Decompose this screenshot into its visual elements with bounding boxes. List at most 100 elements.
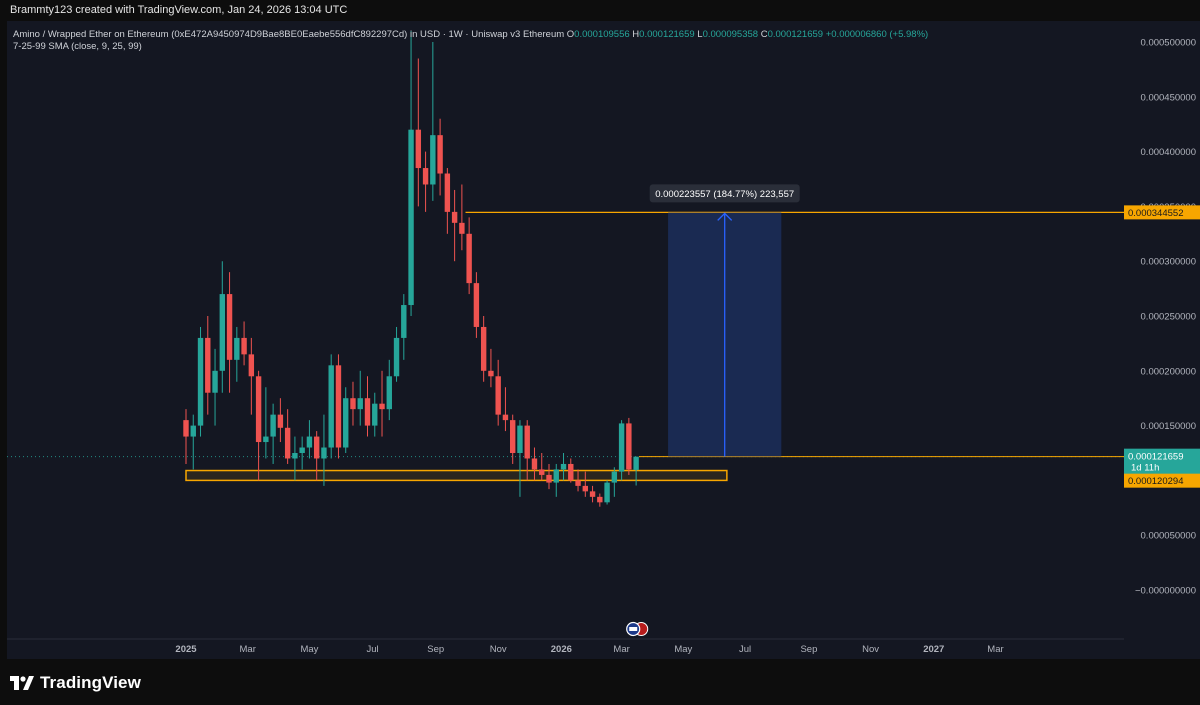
candle <box>183 409 189 464</box>
candle-body <box>626 423 632 470</box>
candle <box>219 261 225 393</box>
candle <box>212 348 218 426</box>
level-price-tag-bg <box>1124 205 1200 220</box>
price-scale[interactable]: 0.0005000000.0004500000.0004000000.00035… <box>1124 21 1200 659</box>
y-tick-label: 0.000300000 <box>1141 257 1196 268</box>
candle-body <box>219 294 225 371</box>
series-legend: Amino / Wrapped Ether on Ethereum (0xE47… <box>13 28 928 41</box>
candle <box>539 453 545 481</box>
candle <box>597 493 603 507</box>
footer-brand[interactable]: TradingView <box>10 672 141 694</box>
candle <box>568 458 574 483</box>
y-tick-label: 0.000500000 <box>1141 38 1196 49</box>
y-tick-label: 0.000050000 <box>1141 531 1196 542</box>
candle-body <box>401 305 407 338</box>
candle <box>633 456 639 486</box>
candle <box>524 420 530 481</box>
candle-body <box>277 414 284 428</box>
candle <box>306 420 313 459</box>
candle <box>313 431 320 481</box>
y-tick-label: −0.000000000 <box>1135 586 1196 597</box>
candle <box>444 168 451 234</box>
candle-body <box>524 425 530 459</box>
candle <box>190 414 196 470</box>
candle <box>205 316 211 415</box>
candle-body <box>611 471 618 483</box>
tradingview-logo-icon <box>10 676 34 690</box>
level-price-tag: 0.000120294 <box>1124 473 1200 488</box>
level-price-tag: 0.000344552 <box>1124 205 1200 220</box>
candle <box>255 370 262 481</box>
candle-body <box>357 398 363 410</box>
candle-body <box>575 480 581 486</box>
candle <box>299 436 305 470</box>
candle <box>364 376 371 437</box>
candlestick-chart[interactable]: 2025 Mar May Jul Sep Nov 2026 Mar May Jul Sep Nov 20… <box>7 21 1124 659</box>
high-value: 0.000121659 <box>639 29 695 40</box>
y-tick-label: 0.000200000 <box>1141 366 1196 377</box>
x-tick-label: Sep <box>427 644 444 655</box>
candle-body <box>299 447 305 453</box>
candle-body <box>372 403 378 426</box>
high-key: H <box>632 29 640 40</box>
last-price-countdown: 1d 11h <box>1131 463 1159 474</box>
measure-label: 0.000223557 (184.77%) 223,557 <box>655 189 794 200</box>
candle <box>575 469 581 492</box>
indicator-legend[interactable]: 7-25-99 SMA (close, 9, 25, 99) <box>13 41 142 52</box>
candle-body <box>560 463 567 470</box>
candle-body <box>386 376 392 410</box>
low-key: L <box>697 29 703 40</box>
candle <box>488 348 494 388</box>
x-tick-label: Mar <box>987 644 1003 655</box>
chart-credit: Brammty123 created with TradingView.com,… <box>10 4 348 16</box>
x-tick-label: 2025 <box>175 644 197 655</box>
candle <box>437 118 443 196</box>
candle-body <box>350 398 356 410</box>
candle <box>321 414 327 486</box>
x-tick-label: Jul <box>739 644 751 655</box>
candle-body <box>488 370 494 377</box>
candle-body <box>422 168 429 185</box>
support-zone <box>185 469 728 482</box>
candle <box>626 417 632 475</box>
candle <box>560 453 567 481</box>
candle-body <box>430 135 436 185</box>
x-tick-label: Jul <box>367 644 379 655</box>
candle <box>517 420 523 497</box>
x-tick-label: Sep <box>800 644 817 655</box>
x-tick-label: Mar <box>240 644 256 655</box>
candle-body <box>597 496 603 503</box>
candle-body <box>306 436 313 448</box>
candle-body <box>502 414 509 421</box>
candle <box>546 463 552 490</box>
candle <box>248 337 255 415</box>
candle-body <box>466 233 472 284</box>
candle <box>284 409 291 464</box>
candle-body <box>415 129 422 169</box>
chart-pane[interactable]: 2025 Mar May Jul Sep Nov 2026 Mar May Jul Sep Nov 20… <box>7 21 1124 659</box>
candle-body <box>190 425 196 437</box>
candle <box>618 420 625 481</box>
candle <box>502 387 509 432</box>
candle-body <box>451 211 458 223</box>
candle-body <box>321 447 327 459</box>
symbol-title[interactable]: Amino / Wrapped Ether on Ethereum (0xE47… <box>13 29 565 40</box>
candle-body <box>539 469 545 475</box>
candle-body <box>444 173 451 212</box>
candle-body <box>255 376 262 443</box>
candle <box>350 381 356 426</box>
level-price-tag-bg <box>1124 473 1200 488</box>
candle <box>604 480 610 505</box>
candle <box>466 217 472 295</box>
candle-body <box>546 474 552 483</box>
price-scale-svg: 0.0005000000.0004500000.0004000000.00035… <box>1124 38 1200 597</box>
candle <box>197 326 204 437</box>
candle-body <box>183 420 189 437</box>
candle-body <box>241 337 247 355</box>
candle <box>408 31 414 316</box>
candle <box>379 370 385 437</box>
level-price-value: 0.000344552 <box>1128 208 1183 219</box>
candle <box>335 354 342 459</box>
candle <box>459 184 465 251</box>
candle-body <box>379 403 385 410</box>
